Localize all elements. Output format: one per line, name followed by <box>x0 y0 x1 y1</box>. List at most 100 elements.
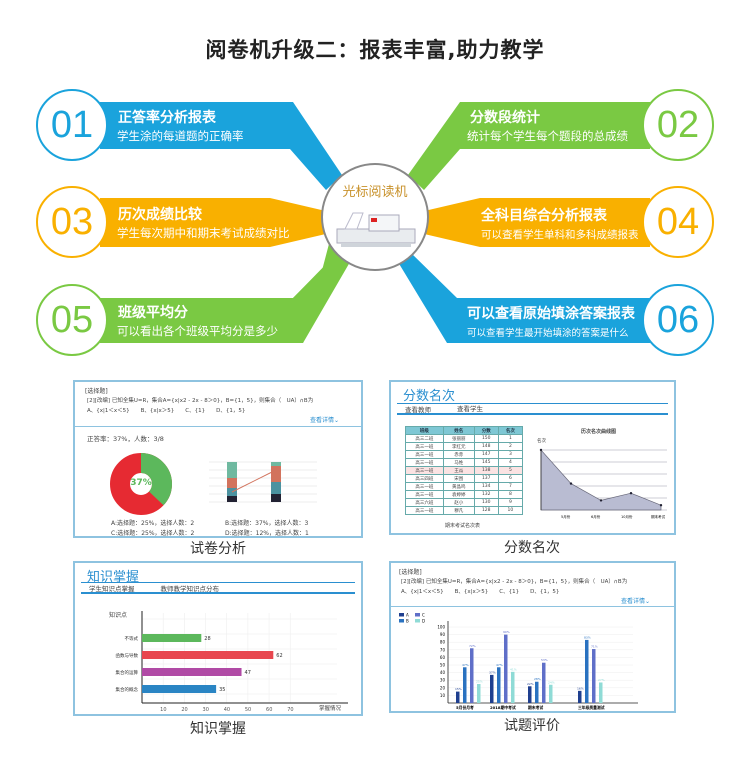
bar-value-label: 24% <box>548 680 555 684</box>
feature-heading-03: 历次成绩比较 <box>118 207 202 223</box>
x-axis-label: 掌握情况 <box>319 706 342 712</box>
category-label: 函数与导数 <box>116 652 139 659</box>
number-circle-02: 02 <box>642 89 714 161</box>
table-cell: 7 <box>497 482 524 491</box>
knowledge-bar <box>142 685 217 693</box>
table-cell: 赵小 <box>442 498 475 507</box>
table-cell: 马姓 <box>442 458 475 467</box>
feature-heading-02: 分数段统计 <box>470 110 540 126</box>
x-tick-label: 60 <box>266 707 272 713</box>
question-eval-panel: [选择题] [2][改编] 已知全集U=R，集合A={x|x2 - 2x - 8… <box>389 561 676 713</box>
x-tick-label: 5月份月考 <box>456 705 474 710</box>
bar-value-label: 37% <box>489 670 496 674</box>
bar-value-label: 15% <box>455 687 462 691</box>
legend-swatch <box>399 613 404 617</box>
panel-title: 分数名次 <box>403 389 456 404</box>
table-cell: 高三一班 <box>405 490 444 499</box>
eval-bar <box>456 691 460 703</box>
legend-label: A <box>406 613 409 618</box>
tab-student-knowledge[interactable]: 学生知识点掌握 <box>89 584 135 593</box>
question-eval-caption: 试题评价 <box>504 718 560 734</box>
feature-heading-06: 可以查看原始填涂答案报表 <box>467 306 635 322</box>
eval-bar <box>585 639 589 703</box>
banner-03 <box>100 198 330 247</box>
correct-rate-donut <box>110 453 172 515</box>
legend-swatch <box>415 619 420 623</box>
y-tick-label: 90 <box>440 632 446 637</box>
feature-heading-05: 班级平均分 <box>118 305 188 321</box>
stack-seg <box>271 482 281 494</box>
table-cell: 134 <box>473 482 499 491</box>
feature-desc-03: 学生每次期中和期末考试成绩对比 <box>117 226 290 240</box>
question-type: [选择题] <box>399 569 422 576</box>
center-label: 光标阅读机 <box>342 185 408 200</box>
table-cell: 128 <box>473 506 499 515</box>
x-tick-label: 6月份 <box>591 514 601 519</box>
bar-value-label: 25% <box>476 680 483 684</box>
legend-label: C <box>422 613 425 618</box>
table-cell: 5 <box>497 466 524 475</box>
bar-value-label: 16% <box>577 686 584 690</box>
bar-value-label: 47 <box>245 670 251 676</box>
table-cell: 高三二班 <box>405 434 444 443</box>
x-tick-label: 70 <box>287 707 293 713</box>
y-tick-label: 80 <box>440 640 446 645</box>
y-tick-label: 50 <box>440 663 446 668</box>
rank-table: 班级 姓名 分数 名次 高三二班 张丽丽 150 1 高三一班 李红元 148 2 高三一班 赤赤 147 3… <box>405 426 524 515</box>
view-details-link[interactable]: 查看详情⌄ <box>621 598 651 605</box>
table-cell: 145 <box>473 458 499 467</box>
stack-seg <box>227 462 237 478</box>
legend-swatch <box>415 613 420 617</box>
banner-01 <box>100 102 342 190</box>
bar-value-label: 35 <box>219 687 225 693</box>
rank-point <box>569 482 573 485</box>
legend-swatch <box>399 619 404 623</box>
table-cell: 10 <box>497 506 524 515</box>
eval-bar <box>497 667 501 703</box>
table-row: 高三一班 赤赤 147 3 <box>405 450 524 459</box>
eval-bar <box>549 684 553 703</box>
table-cell: 132 <box>473 490 499 499</box>
tab-view-teacher[interactable]: 查看教师 <box>405 405 431 414</box>
bar-value-label: 27% <box>598 678 605 682</box>
reader-machine-circle: 光标阅读机 <box>321 163 429 271</box>
y-tick-label: 10 <box>440 693 446 698</box>
option-b-stat: B:选择题：37%，选择人数：3 <box>225 520 309 527</box>
banner-04 <box>420 198 650 247</box>
rank-tabs: 查看教师 查看学生 <box>397 403 668 415</box>
eval-bar <box>535 681 539 703</box>
table-row: 高三一班 李红元 148 2 <box>405 442 524 451</box>
number-circle-03: 03 <box>36 186 108 258</box>
table-header: 姓名 <box>442 426 475 435</box>
question-text: [2][改编] 已知全集U=R，集合A={x|x2 - 2x - 8＞0}，B=… <box>401 579 628 585</box>
table-cell: 高三一班 <box>405 450 444 459</box>
table-cell: 8 <box>497 490 524 499</box>
table-cell: 袁婷婷 <box>442 490 475 499</box>
table-row: 高三一班 穆凡 128 10 <box>405 506 524 515</box>
number-circle-05: 05 <box>36 284 108 356</box>
eval-bar <box>542 662 546 703</box>
eval-bar <box>599 682 603 703</box>
table-cell: 138 <box>473 466 499 475</box>
exam-analysis-panel: [选择题] [2][改编] 已知全集U=R，集合A={x|x2 - 2x - 8… <box>73 380 363 538</box>
bar-value-label: 22% <box>527 682 534 686</box>
y-tick-label: 70 <box>440 647 446 652</box>
bar-value-label: 90% <box>503 630 510 634</box>
tab-teacher-knowledge[interactable]: 教师教学知识点分布 <box>160 584 220 593</box>
x-tick-label: 10 <box>160 707 166 713</box>
table-cell: 黄晶鸣 <box>442 482 475 491</box>
eval-bar <box>504 634 508 703</box>
y-tick-label: 40 <box>440 670 446 675</box>
y-tick-label: 20 <box>440 685 446 690</box>
tab-view-student[interactable]: 查看学生 <box>457 405 483 414</box>
table-cell: 王焱 <box>442 466 475 475</box>
number-circle-06: 06 <box>642 284 714 356</box>
knowledge-bar <box>142 651 274 659</box>
view-details-link[interactable]: 查看详情⌄ <box>310 417 340 424</box>
question-options: A、{x|1＜x＜5} B、{x|x＞5} C、{1} D、{1，5} <box>87 408 246 414</box>
bar-value-label: 72% <box>469 644 476 648</box>
x-tick-label: 50 <box>245 707 251 713</box>
table-cell: 高三四班 <box>405 474 444 483</box>
table-cell: 9 <box>497 498 524 507</box>
table-row: 高三一班 黄晶鸣 134 7 <box>405 482 524 491</box>
